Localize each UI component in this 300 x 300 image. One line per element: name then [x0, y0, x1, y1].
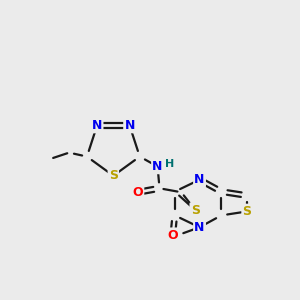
Text: N: N: [92, 119, 102, 132]
Text: N: N: [194, 173, 205, 186]
Text: N: N: [124, 119, 135, 132]
Text: O: O: [167, 229, 178, 242]
Text: S: S: [191, 204, 200, 217]
Text: S: S: [109, 169, 118, 182]
Text: N: N: [194, 221, 205, 234]
Text: H: H: [166, 158, 175, 169]
Text: O: O: [132, 186, 143, 199]
Text: N: N: [152, 160, 163, 173]
Text: S: S: [243, 205, 252, 218]
